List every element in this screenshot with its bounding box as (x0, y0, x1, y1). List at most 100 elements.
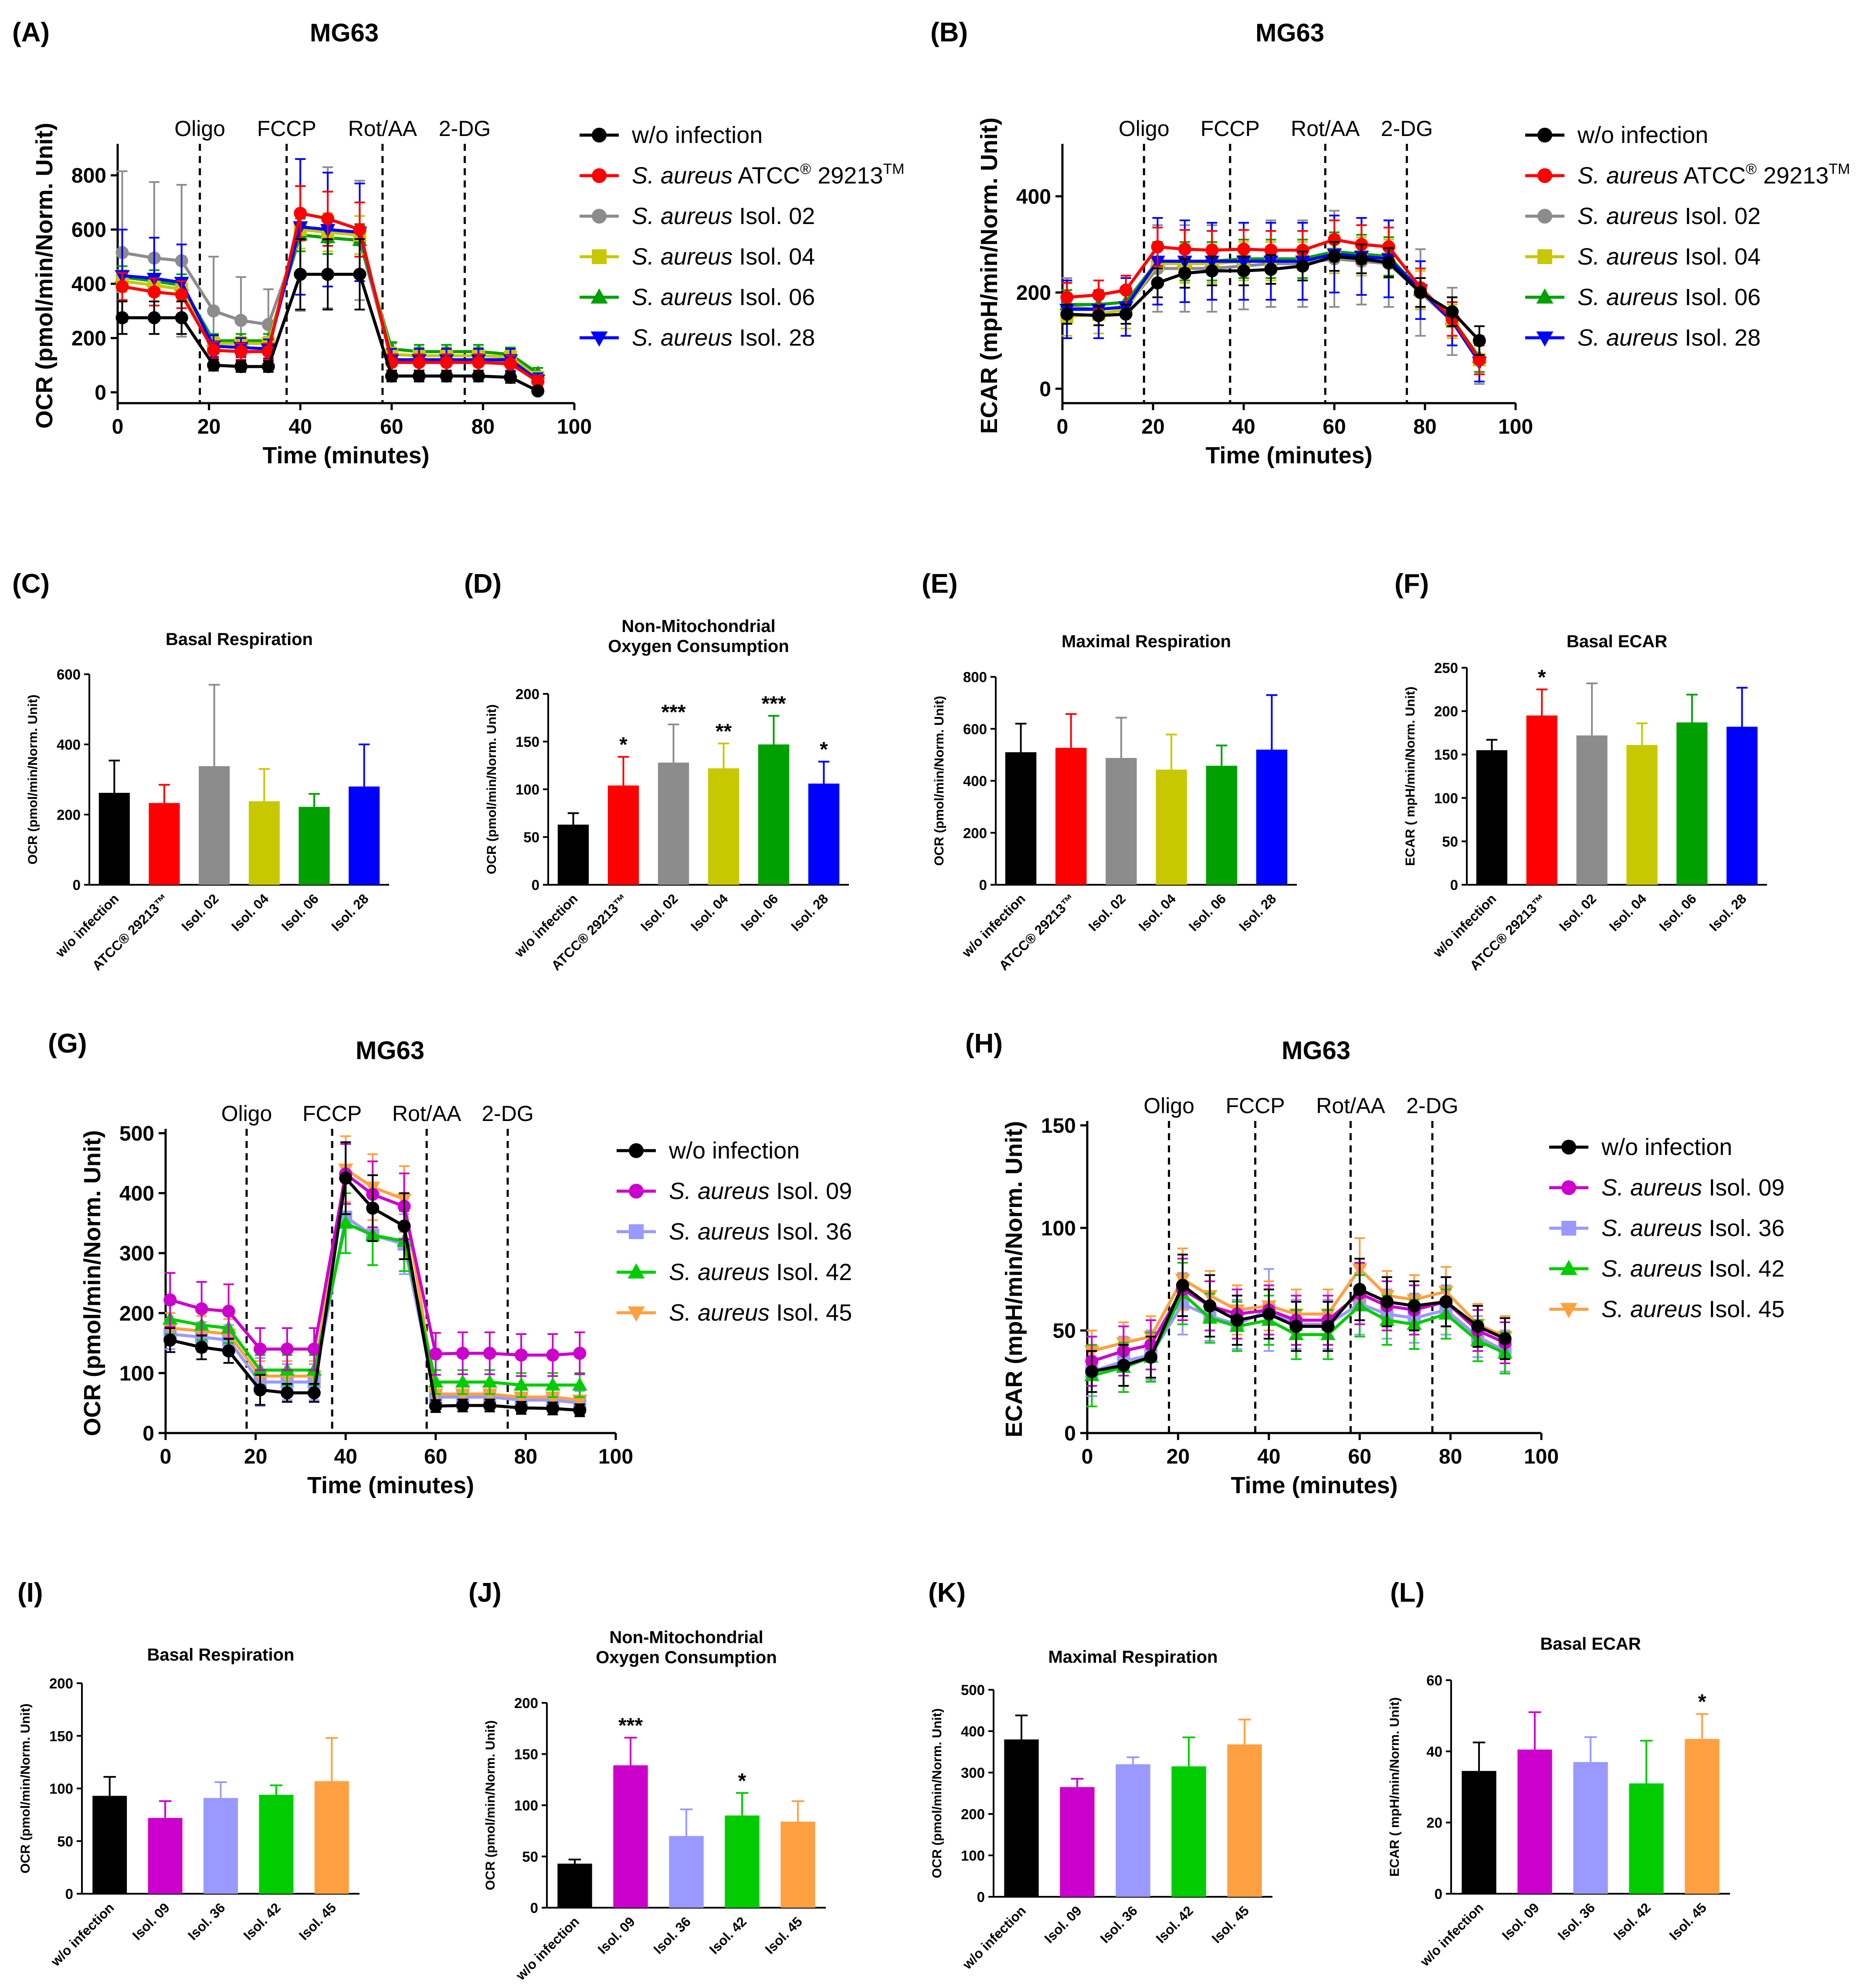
data-point (545, 1391, 560, 1405)
legend-entry: S. aureus Isol. 45 (669, 1300, 852, 1326)
data-point (1439, 1295, 1453, 1308)
series-s-aureus-isol-36 (163, 1180, 587, 1416)
chart-title: Oxygen Consumption (608, 637, 789, 656)
data-point (280, 1386, 294, 1399)
legend-species: S. aureus (1601, 1296, 1702, 1322)
y-tick-label: 400 (963, 773, 987, 789)
panel-letter: (I) (17, 1578, 43, 1608)
injection-label: Oligo (221, 1101, 272, 1126)
series-s-aureus-isol-45 (163, 1135, 587, 1413)
data-point (546, 1402, 560, 1415)
data-point (294, 268, 307, 281)
y-tick-label: 0 (532, 877, 539, 893)
x-tick-label: 80 (1413, 415, 1436, 438)
category-label: Isol. 42 (241, 1900, 284, 1943)
panel-letter: (E) (922, 569, 958, 599)
data-point (1264, 263, 1278, 276)
x-axis-label: Time (minutes) (1205, 442, 1372, 469)
y-tick-label: 800 (963, 669, 987, 685)
x-tick-label: 20 (244, 1445, 267, 1468)
legend-sup: TM (883, 161, 904, 177)
bar (1526, 715, 1557, 885)
legend-strain: Isol. 04 (1678, 244, 1761, 270)
category-label: w/o infection (960, 1903, 1029, 1972)
panel-a: (A) MG63 0 200 400 600 800 0 20 40 60 80 100 Time (mi… (12, 17, 904, 469)
data-point (207, 358, 221, 372)
y-tick-label: 0 (1435, 1886, 1442, 1902)
series-w-o-infection (163, 1141, 587, 1417)
data-point (1230, 1314, 1244, 1327)
series-w-o-infection (1085, 1253, 1512, 1393)
bar (613, 1765, 648, 1908)
data-point (1178, 242, 1191, 256)
category-label: Isol. 36 (1097, 1903, 1140, 1946)
chart-title: MG63 (356, 1036, 424, 1065)
y-tick-label: 50 (57, 1833, 73, 1849)
data-point (455, 1374, 471, 1388)
legend-entry: S. aureus Isol. 02 (1577, 203, 1761, 229)
x-tick-label: 60 (424, 1445, 447, 1468)
y-axis-label: OCR (pmol/min/Norm. Unit) (485, 704, 499, 874)
series-w-o-infection (115, 238, 545, 397)
bar (148, 1818, 183, 1894)
legend-entry: S. aureus Isol. 28 (1577, 325, 1761, 351)
data-point (515, 1401, 528, 1415)
legend-strain: Isol. 36 (1702, 1215, 1784, 1241)
data-point (147, 311, 161, 324)
legend-strain: Isol. 02 (733, 203, 815, 229)
bar (557, 825, 589, 885)
y-axis-label: ECAR ( mpH/min/Norm. Unit) (1403, 686, 1418, 866)
data-point (339, 1172, 353, 1185)
y-tick-label: 200 (49, 1675, 73, 1691)
category-label: Isol. 42 (1153, 1903, 1196, 1946)
chart-title: Non-Mitochondrial (609, 1628, 763, 1647)
y-tick-label: 200 (71, 327, 106, 350)
data-point (294, 207, 307, 220)
panel-e: (E) Maximal Respiration 0 200 400 600 800 OCR (… (922, 569, 1297, 973)
y-tick-label: 50 (1442, 833, 1458, 849)
category-label: Isol. 28 (1706, 891, 1749, 934)
y-tick-label: 500 (961, 1682, 985, 1698)
y-axis-label: ECAR (mpH/min/Norm. Unit) (1001, 1121, 1027, 1437)
bar (1227, 1744, 1262, 1897)
category-label: Isol. 02 (1086, 891, 1129, 934)
bar (1476, 750, 1508, 885)
data-point (1205, 264, 1219, 278)
chart-title: MG63 (1282, 1036, 1350, 1065)
data-point (440, 356, 453, 369)
category-label: Isol. 36 (185, 1900, 228, 1943)
legend-marker (1561, 1180, 1576, 1195)
data-point (531, 384, 545, 397)
category-label: Isol. 09 (595, 1914, 638, 1957)
data-point (261, 360, 275, 373)
category-label: Isol. 02 (179, 891, 222, 934)
category-label: Isol. 42 (1611, 1900, 1654, 1943)
data-point (385, 369, 398, 383)
panel-letter: (F) (1394, 569, 1429, 599)
legend-strain: ATCC (733, 163, 800, 189)
data-point (1408, 1299, 1421, 1313)
legend-marker (592, 209, 607, 224)
series-s-aureus-isol-42 (163, 1192, 587, 1398)
data-point (1262, 1308, 1276, 1321)
data-point (222, 1304, 235, 1318)
data-point (1060, 307, 1074, 321)
legend-species: S. aureus (1601, 1175, 1702, 1201)
data-point (1119, 283, 1133, 297)
legend-entry: S. aureus Isol. 06 (1577, 284, 1761, 310)
data-point (321, 268, 335, 281)
legend-marker (628, 1306, 645, 1322)
data-point (307, 1386, 321, 1399)
y-tick-label: 0 (142, 1422, 154, 1445)
x-axis-label: Time (minutes) (307, 1472, 474, 1498)
panel-f: (F) Basal ECAR 0 50 100 150 200 250 ECAR ( mpH/m… (1394, 569, 1767, 973)
data-point (1472, 334, 1486, 347)
injection-label: Oligo (1143, 1094, 1194, 1118)
y-tick-label: 250 (1434, 660, 1458, 676)
data-point (1151, 240, 1164, 254)
legend-entry: w/o infection (631, 122, 763, 148)
x-tick-label: 80 (1439, 1445, 1462, 1468)
x-tick-label: 100 (1498, 415, 1533, 438)
category-label: Isol. 36 (1555, 1900, 1598, 1943)
